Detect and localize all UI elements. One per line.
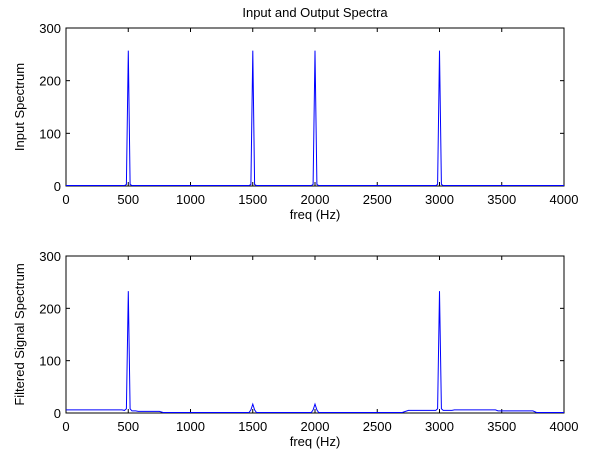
spectrum-line: [66, 50, 564, 186]
subplot-2: 0 500 1000 1500 2000 2500 3000 3500 4000 0 100 200 3…: [12, 249, 578, 449]
y-tick-label: 300: [39, 21, 61, 36]
y-tick-label: 100: [39, 354, 61, 369]
x-tick-label: 1500: [238, 192, 267, 207]
y-tick-label: 200: [39, 74, 61, 89]
y-tick-label: 300: [39, 249, 61, 264]
x-axis-label: freq (Hz): [290, 434, 341, 449]
x-tick-label: 4000: [550, 419, 579, 434]
y-axis-label: Input Spectrum: [12, 63, 27, 151]
x-tick-label: 3000: [425, 419, 454, 434]
subplots: 0 500 1000 1500 2000 2500 3000 3500 400001002003…: [12, 21, 578, 449]
y-tick-label: 0: [54, 406, 61, 421]
x-tick-label: 500: [117, 419, 139, 434]
x-tick-label: 2500: [363, 192, 392, 207]
x-tick-label: 3500: [487, 192, 516, 207]
subplot-1: 0 500 1000 1500 2000 2500 3000 3500 4000 0 100 200 3…: [12, 21, 578, 222]
x-tick-label: 0: [62, 192, 69, 207]
x-tick-label: 1000: [176, 192, 205, 207]
figure-title: Input and Output Spectra: [242, 5, 388, 20]
x-axis-label: freq (Hz): [290, 207, 341, 222]
x-tick-label: 3500: [487, 419, 516, 434]
x-tick-label: 2000: [301, 419, 330, 434]
x-tick-label: 0: [62, 419, 69, 434]
y-tick-label: 100: [39, 126, 61, 141]
x-tick-label: 1500: [238, 419, 267, 434]
y-tick-label: 0: [54, 179, 61, 194]
spectrum-line: [66, 291, 564, 413]
x-tick-label: 500: [117, 192, 139, 207]
x-tick-label: 2000: [301, 192, 330, 207]
y-tick-label: 200: [39, 301, 61, 316]
x-tick-label: 2500: [363, 419, 392, 434]
x-tick-label: 3000: [425, 192, 454, 207]
x-tick-label: 4000: [550, 192, 579, 207]
y-axis-label: Filtered Signal Spectrum: [12, 263, 27, 405]
axes-box: [65, 255, 565, 414]
x-tick-label: 1000: [176, 419, 205, 434]
